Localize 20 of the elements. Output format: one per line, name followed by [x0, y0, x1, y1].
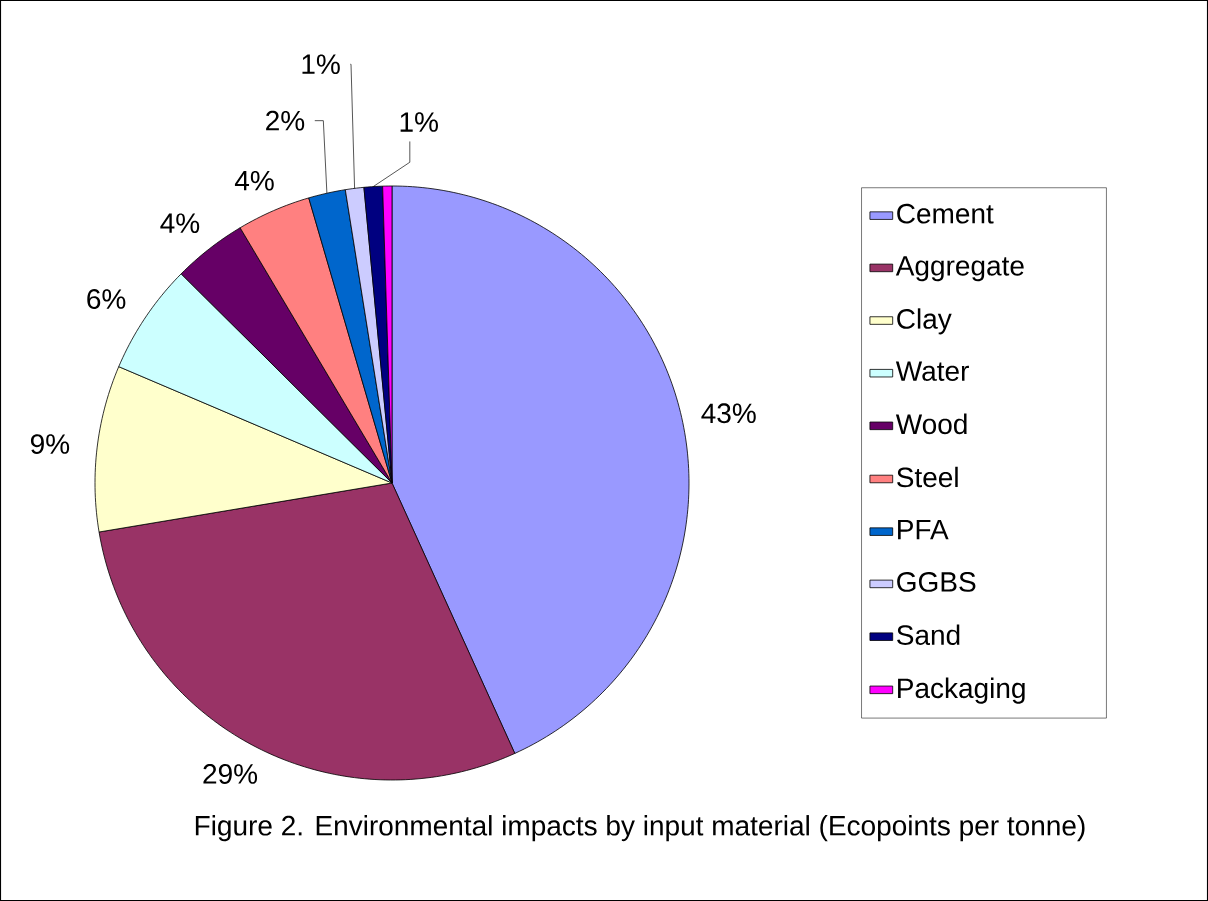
data-label: 2% [266, 110, 305, 131]
data-label: 6% [87, 289, 126, 309]
legend-label: Water [895, 361, 969, 381]
legend-label: Packaging [898, 677, 1025, 704]
legend-label: PFA [898, 519, 949, 540]
legend-label: Cement [897, 203, 994, 224]
legend-label: Wood [895, 413, 967, 435]
data-label: 1% [400, 112, 438, 132]
data-label: 43% [701, 403, 756, 424]
data-label: 9% [30, 434, 70, 454]
data-label: 29% [203, 764, 258, 784]
legend-label: Aggregate [895, 256, 1024, 282]
legend-label: Clay [897, 308, 952, 335]
text: Figure 2. Environmental impacts by input material (Ecopoints per tonne) [195, 815, 1085, 842]
data-label: 4% [234, 170, 274, 191]
legend-label: GGBS [897, 572, 976, 592]
legend-label: Sand [897, 624, 960, 646]
data-label: 1% [302, 54, 340, 75]
data-label: 4% [160, 213, 200, 233]
legend-label: Steel [897, 466, 958, 488]
